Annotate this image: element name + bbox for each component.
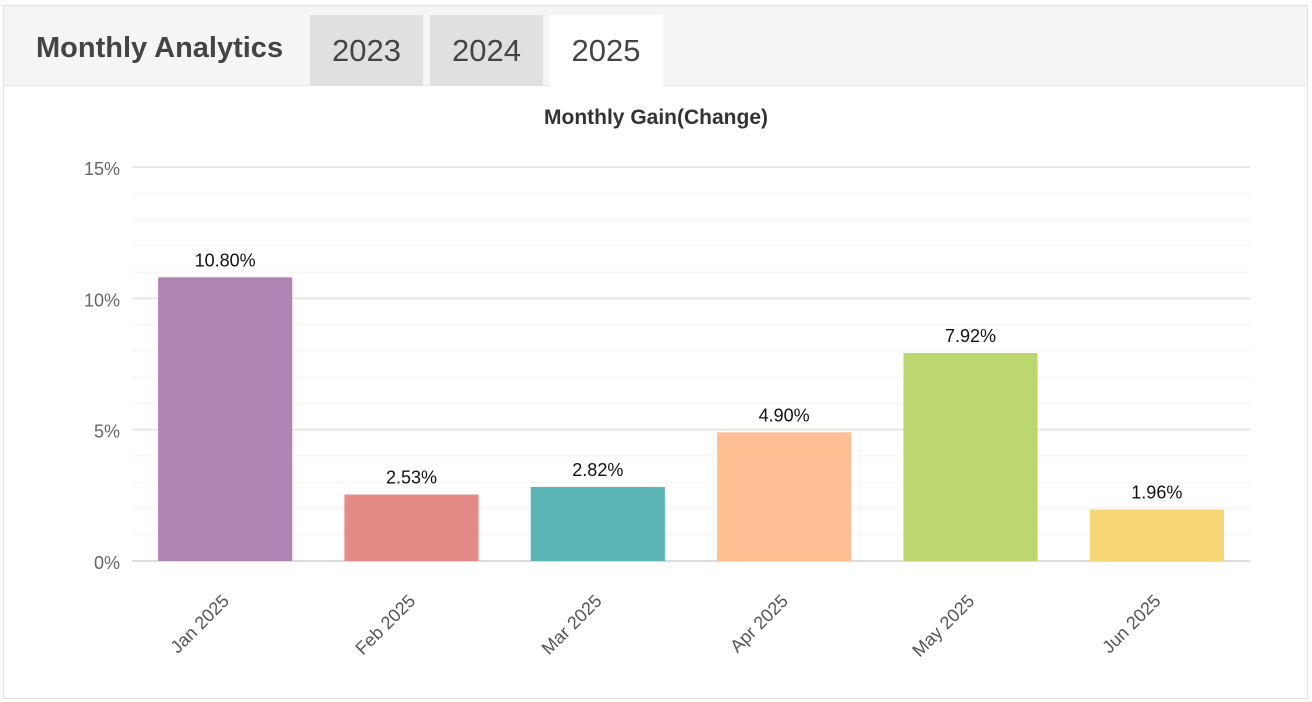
- bar: [717, 432, 852, 561]
- tab-2024[interactable]: 2024: [430, 15, 543, 86]
- data-label: 1.96%: [1131, 483, 1182, 503]
- data-label: 2.82%: [572, 460, 623, 480]
- x-tick-label: Mar 2025: [538, 591, 606, 659]
- grid-lines: [132, 166, 1250, 562]
- x-tick-label: Jan 2025: [166, 591, 233, 658]
- x-tick-label: Feb 2025: [351, 591, 419, 659]
- bar: [158, 277, 293, 561]
- data-label: 4.90%: [759, 405, 810, 425]
- bar: [1089, 509, 1224, 561]
- tab-2023[interactable]: 2023: [310, 15, 423, 86]
- y-tick-label: 5%: [94, 422, 120, 442]
- bar: [903, 352, 1038, 561]
- x-tick-label: May 2025: [908, 591, 978, 661]
- data-label: 7.92%: [945, 326, 996, 346]
- widget-title: Monthly Analytics: [36, 32, 284, 64]
- y-tick-label: 15%: [84, 159, 120, 179]
- x-tick-label: Jun 2025: [1098, 591, 1165, 658]
- bar: [344, 494, 479, 561]
- data-labels: 10.80% 2.53% 2.82% 4.90% 7.92% 1.96%: [195, 250, 1183, 502]
- data-label: 10.80%: [195, 250, 256, 270]
- data-label: 2.53%: [386, 468, 437, 488]
- chart-title: Monthly Gain(Change): [544, 106, 768, 129]
- x-tick-label: Apr 2025: [726, 591, 792, 657]
- y-tick-label: 10%: [84, 290, 120, 310]
- tab-2025[interactable]: 2025: [549, 15, 663, 87]
- y-tick-label: 0%: [94, 553, 120, 573]
- bars: [158, 277, 1224, 561]
- widget-header: Monthly Analytics 2023 2024 2025: [4, 6, 1307, 87]
- bar: [530, 486, 665, 561]
- x-axis-ticks: Jan 2025 Feb 2025 Mar 2025 Apr 2025 May 2025…: [166, 591, 1164, 661]
- y-axis-ticks: 0% 5% 10% 15%: [84, 159, 120, 573]
